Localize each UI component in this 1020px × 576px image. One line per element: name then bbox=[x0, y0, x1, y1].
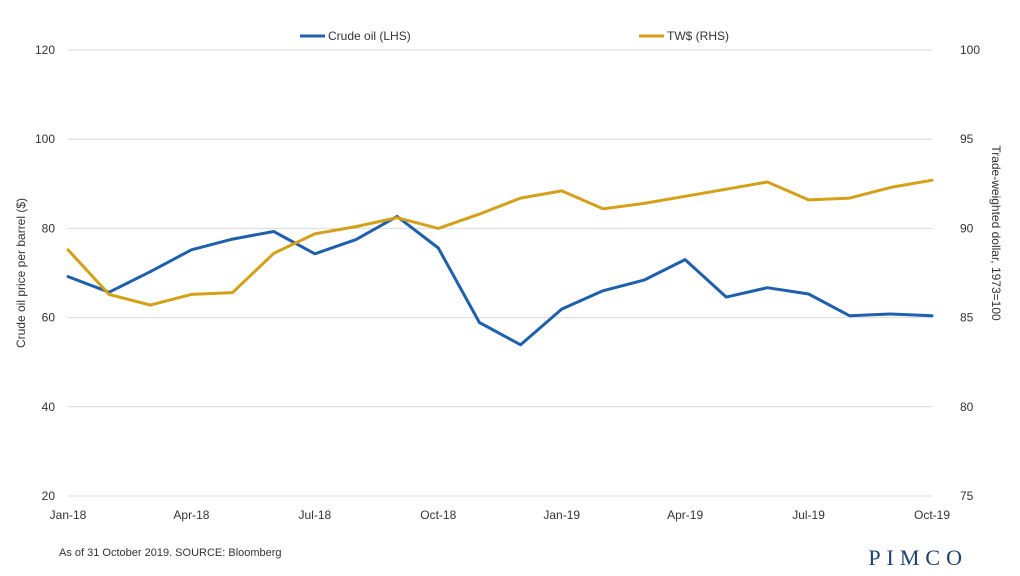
x-axis: Jan-18 Apr-18 Jul-18 Oct-18 Jan-19 Apr-19 Jul-… bbox=[50, 508, 951, 522]
legend: Crude oil (LHS) TW$ (RHS) bbox=[300, 29, 729, 43]
right-y-axis: 75 80 85 90 95 100 bbox=[960, 43, 980, 503]
right-y-tick-label: 90 bbox=[960, 221, 974, 235]
series-lines bbox=[66, 178, 934, 347]
right-y-tick-label: 100 bbox=[960, 43, 980, 57]
footnote: As of 31 October 2019. SOURCE: Bloomberg bbox=[59, 547, 282, 559]
right-axis-label: Trade-weighted dollar, 1973=100 bbox=[989, 145, 1003, 321]
right-y-tick-label: 80 bbox=[960, 400, 974, 414]
right-y-tick-label: 85 bbox=[960, 311, 974, 325]
left-y-tick-label: 60 bbox=[42, 311, 56, 325]
left-y-tick-label: 100 bbox=[35, 132, 55, 146]
legend-label: TW$ (RHS) bbox=[667, 29, 729, 43]
right-y-tick-label: 75 bbox=[960, 489, 974, 503]
pimco-logo: PIMCO bbox=[868, 545, 968, 570]
x-tick-label: Oct-18 bbox=[420, 508, 456, 522]
left-y-tick-label: 80 bbox=[42, 221, 56, 235]
right-y-tick-label: 95 bbox=[960, 132, 974, 146]
left-y-tick-label: 40 bbox=[42, 400, 56, 414]
x-tick-label: Apr-19 bbox=[667, 508, 703, 522]
gridlines bbox=[68, 49, 932, 497]
x-tick-label: Jul-19 bbox=[792, 508, 825, 522]
x-tick-label: Jan-19 bbox=[543, 508, 580, 522]
series-line-tw-dollar bbox=[66, 178, 934, 307]
left-y-axis: 20 40 60 80 100 120 bbox=[35, 43, 55, 503]
series-line-crude-oil bbox=[66, 214, 934, 347]
left-axis-label: Crude oil price per barrel ($) bbox=[14, 198, 28, 348]
x-tick-label: Apr-18 bbox=[173, 508, 209, 522]
x-tick-label: Jul-18 bbox=[299, 508, 332, 522]
left-y-tick-label: 120 bbox=[35, 43, 55, 57]
x-tick-label: Jan-18 bbox=[50, 508, 87, 522]
legend-label: Crude oil (LHS) bbox=[328, 29, 411, 43]
left-y-tick-label: 20 bbox=[42, 489, 56, 503]
x-tick-label: Oct-19 bbox=[914, 508, 950, 522]
